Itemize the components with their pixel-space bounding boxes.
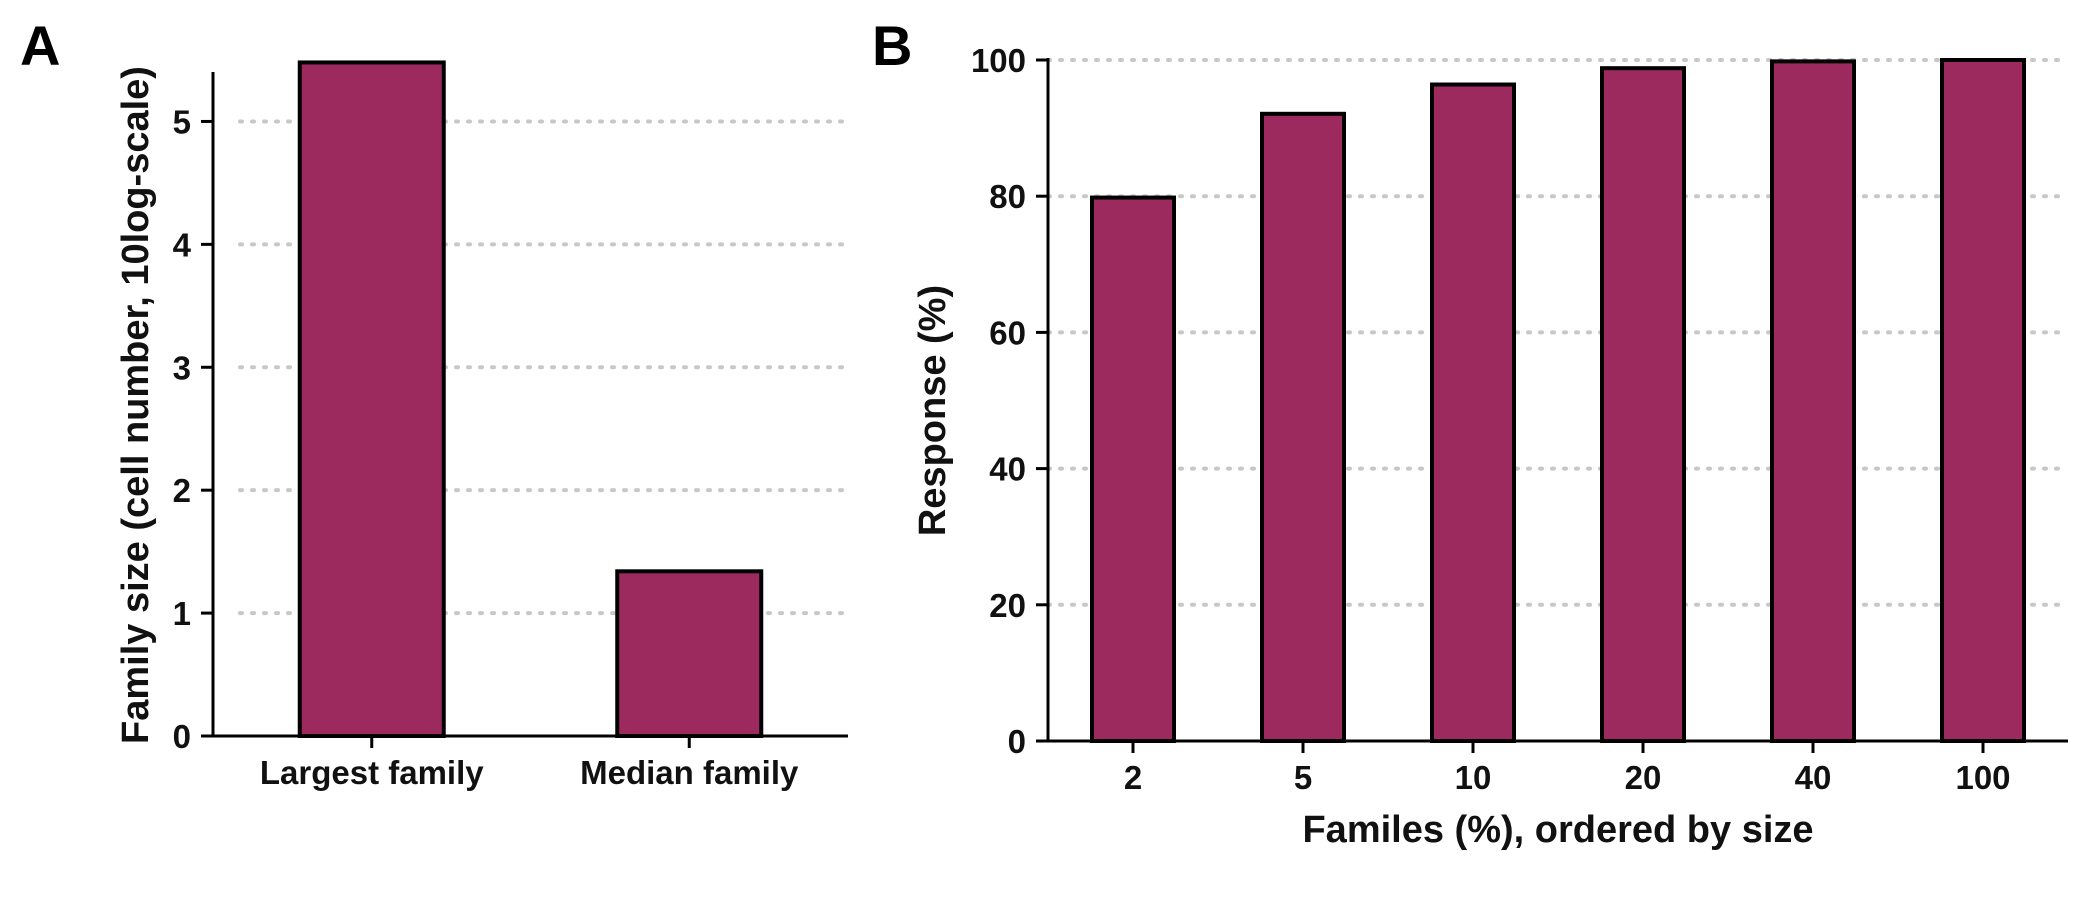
x-tick-label: Largest family — [260, 754, 484, 791]
panel-b-y-ticks: 0 20 40 60 80 100 — [971, 42, 1048, 760]
bar — [1430, 82, 1516, 744]
bar — [1260, 111, 1346, 743]
y-tick-label: 2 — [173, 472, 191, 509]
panel-a: A 0 1 2 3 4 5 Largest family Median family Fam… — [20, 14, 850, 791]
x-tick-label: 20 — [1625, 759, 1662, 796]
y-tick-label: 40 — [989, 451, 1026, 488]
panel-b-x-axis-title: Familes (%), ordered by size — [1302, 809, 1813, 851]
bar — [297, 60, 446, 738]
y-tick-label: 100 — [971, 42, 1026, 79]
y-tick-label: 5 — [173, 103, 191, 140]
y-tick-label: 4 — [173, 226, 192, 263]
panel-b-y-axis-title: Response (%) — [912, 285, 954, 536]
panel-a-bars — [297, 60, 764, 738]
x-tick-label: 100 — [1955, 759, 2010, 796]
x-tick-label: 5 — [1294, 759, 1312, 796]
bar — [1090, 195, 1176, 743]
panel-a-y-ticks: 0 1 2 3 4 5 — [173, 103, 213, 755]
bar — [1600, 66, 1686, 743]
panel-b-bars — [1090, 58, 2026, 744]
y-tick-label: 20 — [989, 587, 1026, 624]
y-tick-label: 80 — [989, 178, 1026, 215]
y-tick-label: 0 — [1008, 723, 1026, 760]
bar — [1770, 59, 1856, 743]
bar — [615, 569, 764, 738]
panel-a-y-axis-title: Family size (cell number, 10log-scale) — [115, 66, 157, 744]
panel-b-gridlines — [1046, 58, 2070, 607]
x-tick-label: 2 — [1124, 759, 1142, 796]
panel-a-x-ticks: Largest family Median family — [260, 736, 799, 791]
y-tick-label: 1 — [173, 595, 191, 632]
x-tick-label: Median family — [580, 754, 799, 791]
bar — [1940, 58, 2026, 743]
x-tick-label: 10 — [1455, 759, 1492, 796]
y-tick-label: 0 — [173, 718, 191, 755]
y-tick-label: 3 — [173, 349, 191, 386]
panel-label-b: B — [872, 14, 912, 77]
panel-label-a: A — [20, 14, 60, 77]
panel-b-x-ticks: 2 5 10 20 40 100 — [1124, 741, 2011, 796]
y-tick-label: 60 — [989, 314, 1026, 351]
x-tick-label: 40 — [1795, 759, 1832, 796]
